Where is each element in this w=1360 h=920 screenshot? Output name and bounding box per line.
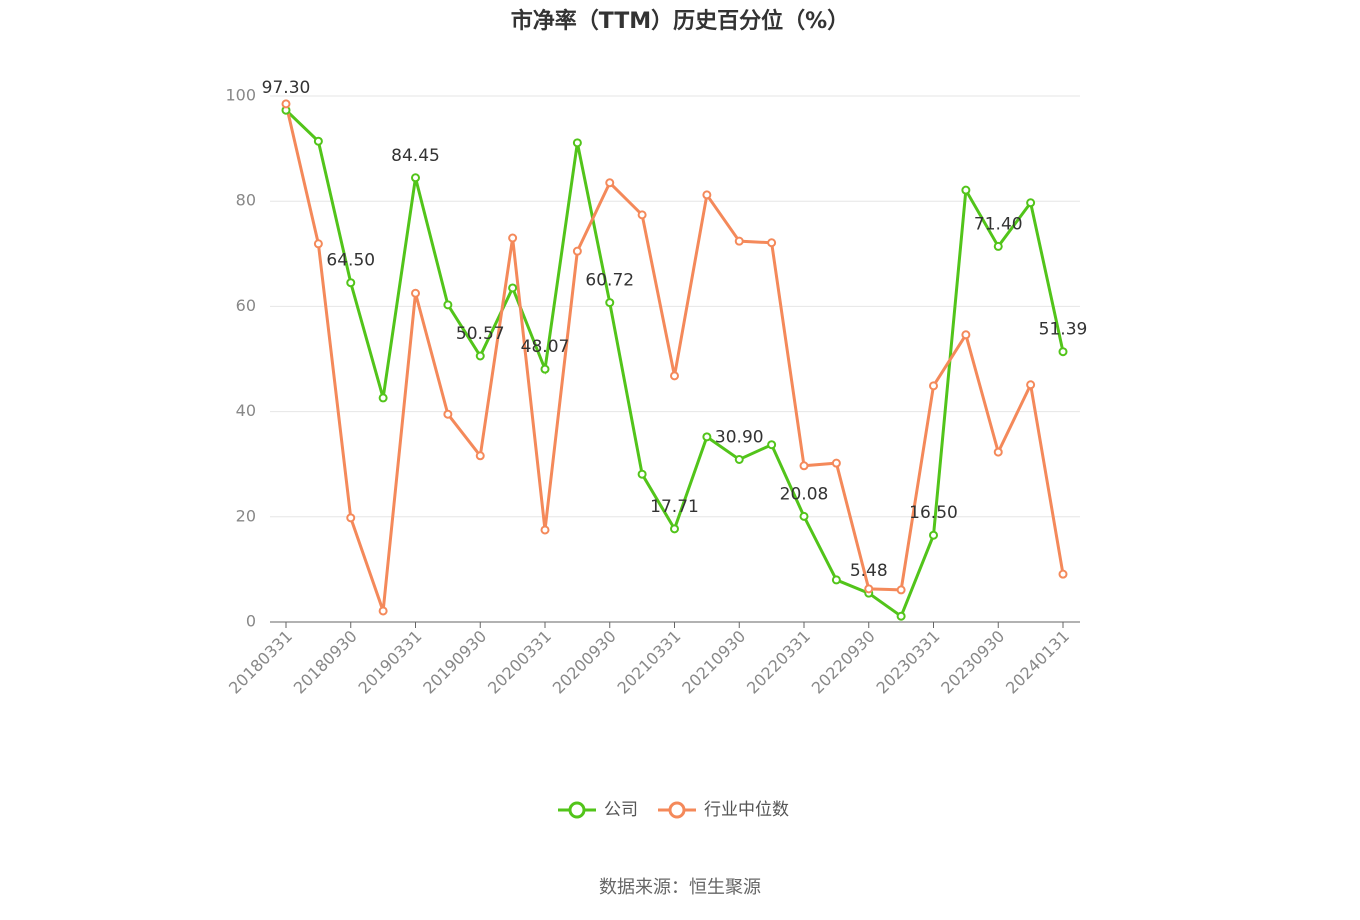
point	[767, 440, 777, 450]
point	[831, 458, 841, 468]
point	[637, 210, 647, 220]
data-label: 84.45	[391, 146, 440, 166]
point	[702, 190, 712, 200]
point	[929, 530, 938, 540]
legend-label: 行业中位数	[704, 800, 789, 820]
point	[313, 239, 323, 249]
point	[443, 300, 453, 310]
point	[475, 451, 485, 461]
point	[961, 330, 971, 340]
data-label: 51.39	[1039, 320, 1088, 340]
x-tick-label: 20190331	[354, 627, 425, 698]
point	[313, 136, 323, 146]
point	[799, 461, 809, 471]
y-tick-label: 60	[236, 296, 256, 315]
point	[1026, 198, 1036, 208]
point	[1026, 380, 1036, 390]
data-label: 30.90	[715, 427, 764, 447]
data-label: 71.40	[974, 214, 1023, 234]
point	[929, 381, 938, 391]
point	[508, 283, 518, 293]
point	[896, 611, 906, 621]
point	[799, 511, 809, 521]
point	[281, 99, 291, 109]
data-label: 97.30	[262, 78, 311, 98]
point	[508, 233, 518, 243]
point	[572, 246, 582, 256]
point	[346, 513, 356, 523]
point	[1058, 347, 1068, 357]
point	[378, 606, 388, 616]
data-label: 48.07	[521, 337, 570, 357]
x-tick-label: 20210930	[678, 627, 749, 698]
data-label: 5.48	[850, 561, 888, 581]
data-label: 17.71	[650, 497, 699, 517]
x-tick-label: 20230331	[872, 627, 943, 698]
y-tick-label: 40	[236, 401, 256, 420]
point	[572, 138, 582, 148]
legend-marker	[668, 801, 686, 819]
point	[411, 173, 420, 183]
point	[896, 585, 906, 595]
x-tick-label: 20200930	[549, 627, 620, 698]
point	[961, 185, 971, 195]
x-tick-label: 20200331	[484, 627, 555, 698]
y-tick-label: 80	[236, 191, 256, 210]
legend-marker	[568, 801, 586, 819]
chart-title: 市净率（TTM）历史百分位（%）	[511, 8, 849, 34]
x-tick-label: 20180331	[225, 627, 296, 698]
x-tick-label: 20180930	[290, 627, 361, 698]
source: 数据来源：恒生聚源	[599, 877, 761, 898]
point	[734, 236, 744, 246]
point	[475, 351, 485, 361]
x-tick-label: 20220930	[808, 627, 879, 698]
legend-label: 公司	[604, 800, 638, 820]
point	[605, 178, 615, 188]
point	[702, 432, 712, 442]
series-line	[284, 103, 1065, 612]
point	[670, 371, 679, 381]
point	[864, 584, 874, 594]
x-tick-label: 20230930	[937, 627, 1008, 698]
y-tick-label: 100	[225, 86, 256, 105]
x-tick-label: 20190930	[419, 627, 490, 698]
data-label: 50.57	[456, 324, 505, 344]
point	[831, 575, 841, 585]
y-tick-label: 20	[236, 506, 256, 525]
point	[734, 454, 744, 464]
point	[993, 241, 1003, 251]
point	[411, 288, 420, 298]
point	[637, 469, 647, 479]
point	[346, 278, 356, 288]
data-label: 16.50	[909, 503, 958, 523]
point	[443, 409, 453, 419]
point	[540, 525, 550, 535]
point	[605, 298, 615, 308]
x-tick-label: 20240131	[1002, 627, 1073, 698]
point	[670, 524, 679, 534]
point	[767, 238, 777, 248]
data-label: 20.08	[780, 484, 829, 504]
data-label: 64.50	[326, 251, 375, 271]
point	[1058, 569, 1068, 579]
x-tick-label: 20210331	[613, 627, 684, 698]
x-tick-label: 20220331	[743, 627, 814, 698]
data-label: 60.72	[585, 271, 634, 291]
point	[540, 364, 550, 374]
point	[378, 393, 388, 403]
point	[993, 447, 1003, 457]
y-tick-label: 0	[246, 612, 256, 631]
